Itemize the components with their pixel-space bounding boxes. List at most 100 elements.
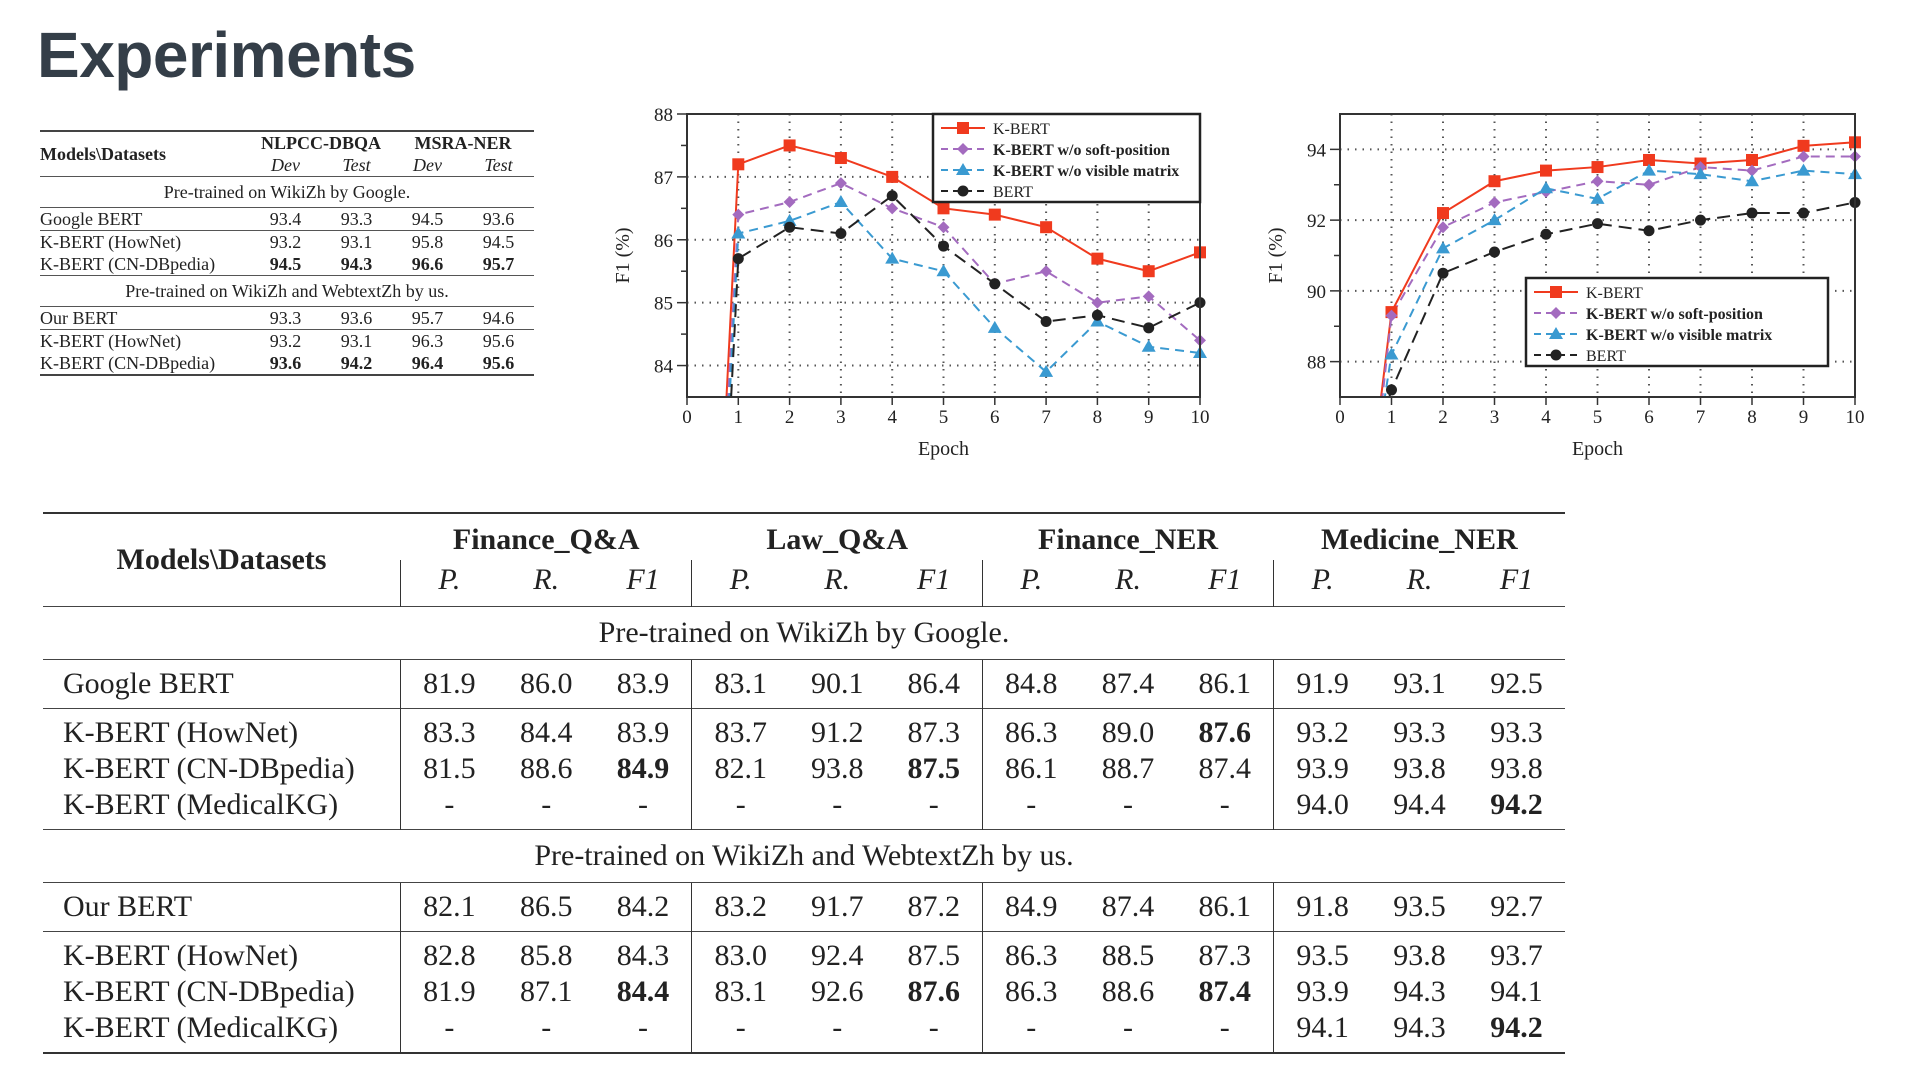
score-cell: 93.4	[250, 207, 321, 231]
score-cell: 83.9	[594, 659, 692, 709]
data-point-circle	[989, 278, 1001, 290]
series-circle	[730, 194, 1200, 397]
x-tick-label: 0	[1335, 407, 1345, 428]
data-point-diamond	[1797, 150, 1810, 163]
score-cell: 87.6	[907, 975, 960, 1008]
section-row: Pre-trained on WikiZh and WebtextZh by u…	[40, 275, 534, 307]
series-triangle	[728, 200, 1200, 397]
score-cell: 93.6	[250, 352, 321, 376]
x-tick-label: 1	[734, 407, 744, 428]
score-cell: -	[928, 788, 939, 821]
score-cell: 93.1	[321, 230, 392, 253]
score-cell: 92.7	[1467, 882, 1565, 932]
subcol-header: P.	[399, 560, 498, 607]
score-cell: 87.4	[1079, 659, 1177, 709]
data-point-diamond	[937, 221, 950, 234]
y-tick-label: 86	[654, 231, 673, 252]
x-axis-label: Epoch	[1572, 438, 1623, 460]
data-point-triangle	[1487, 213, 1502, 226]
model-name: Our BERT	[40, 306, 250, 330]
score-cell: 88.5	[1079, 931, 1177, 974]
score-cell: 87.1	[519, 975, 573, 1008]
model-name: Google BERT	[43, 659, 401, 709]
score-cell: 82.1	[691, 751, 789, 787]
score-cell: 94.5	[463, 230, 534, 253]
score-cell: -	[981, 1010, 1080, 1054]
legend-label: BERT	[1586, 348, 1626, 365]
dataset-header: Law_Q&A	[691, 511, 983, 561]
score-cell: 95.8	[392, 230, 463, 253]
data-point-diamond	[1142, 290, 1155, 303]
table-row: Our BERT 82.1 86.5 84.2 83.2 91.7 87.2 84.9 87.4…	[43, 882, 1565, 932]
score-cell: 89.0	[1079, 708, 1177, 751]
x-tick-label: 2	[1438, 407, 1448, 428]
x-tick-label: 10	[1846, 407, 1865, 428]
score-cell: 87.3	[1176, 931, 1274, 974]
data-point-triangle	[1141, 339, 1156, 352]
x-tick-label: 10	[1191, 407, 1210, 428]
score-cell: -	[1219, 788, 1230, 821]
model-name: K-BERT (HowNet)	[43, 931, 401, 974]
model-name: K-BERT (CN-DBpedia)	[40, 352, 250, 376]
score-cell: 94.1	[1273, 1010, 1372, 1054]
table-row: K-BERT (HowNet) 93.2 93.1 95.8 94.5	[40, 230, 534, 253]
data-point-triangle	[731, 226, 746, 239]
score-cell: 83.2	[691, 882, 789, 932]
data-point-diamond	[1040, 265, 1053, 278]
y-tick-label: 87	[654, 168, 673, 189]
data-point-triangle	[1642, 163, 1656, 176]
legend-marker-triangle	[1549, 327, 1563, 339]
table-row: K-BERT (HowNet) 93.2 93.1 96.3 95.6	[40, 329, 534, 352]
score-cell: -	[399, 1010, 498, 1054]
score-cell: 88.7	[1101, 752, 1155, 785]
legend-label: K-BERT w/o soft-position	[1586, 306, 1763, 323]
score-cell: -	[788, 1010, 886, 1054]
y-axis-label: F1 (%)	[1265, 227, 1287, 283]
subcol-header: R.	[1115, 563, 1141, 596]
data-point-triangle	[1590, 191, 1605, 204]
model-name: K-BERT (MedicalKG)	[43, 1010, 401, 1054]
score-cell: 83.3	[399, 708, 498, 751]
score-cell: -	[1176, 1010, 1274, 1054]
data-point-triangle	[1039, 364, 1054, 377]
legend-marker-diamond	[957, 143, 969, 155]
x-tick-label: 5	[939, 407, 949, 428]
score-cell: 94.3	[1371, 1010, 1468, 1054]
x-tick-label: 7	[1696, 407, 1706, 428]
data-point-triangle	[1436, 241, 1450, 254]
data-point-square	[1142, 265, 1155, 278]
data-point-circle	[732, 253, 744, 265]
model-name: Our BERT	[43, 882, 401, 932]
data-point-diamond	[1488, 196, 1501, 209]
table-row: K-BERT (MedicalKG) - - - - - - - - -94.1 94.3 94.2	[43, 1010, 1565, 1054]
score-cell: 93.1	[321, 329, 392, 352]
x-tick-label: 6	[1644, 407, 1654, 428]
score-cell: 83.9	[594, 708, 692, 751]
score-cell: 87.5	[885, 931, 983, 974]
model-name: K-BERT (CN-DBpedia)	[40, 254, 216, 274]
data-point-triangle	[1693, 167, 1708, 180]
data-point-circle	[1695, 214, 1706, 226]
legend-item: K-BERT	[941, 121, 1050, 138]
data-point-triangle	[782, 213, 797, 226]
score-cell: 87.3	[885, 708, 983, 751]
score-cell: -	[885, 1010, 983, 1054]
data-point-diamond	[1437, 221, 1449, 234]
subcol-header: R.	[533, 563, 560, 596]
x-tick-label: 4	[887, 407, 897, 428]
model-name: K-BERT (HowNet)	[40, 230, 250, 253]
series-line	[730, 194, 1200, 397]
score-cell: 93.6	[321, 306, 392, 330]
score-cell: 81.9	[399, 974, 498, 1010]
score-cell: 94.3	[340, 254, 373, 274]
score-cell: -	[1079, 1010, 1177, 1054]
score-cell: -	[638, 788, 649, 821]
score-cell: 93.8	[1490, 752, 1543, 785]
score-cell: 86.0	[497, 659, 595, 709]
score-cell: 93.6	[463, 207, 534, 231]
legend-item: BERT	[941, 184, 1033, 201]
data-point-circle	[1040, 316, 1052, 328]
model-name: K-BERT (MedicalKG)	[63, 788, 339, 821]
